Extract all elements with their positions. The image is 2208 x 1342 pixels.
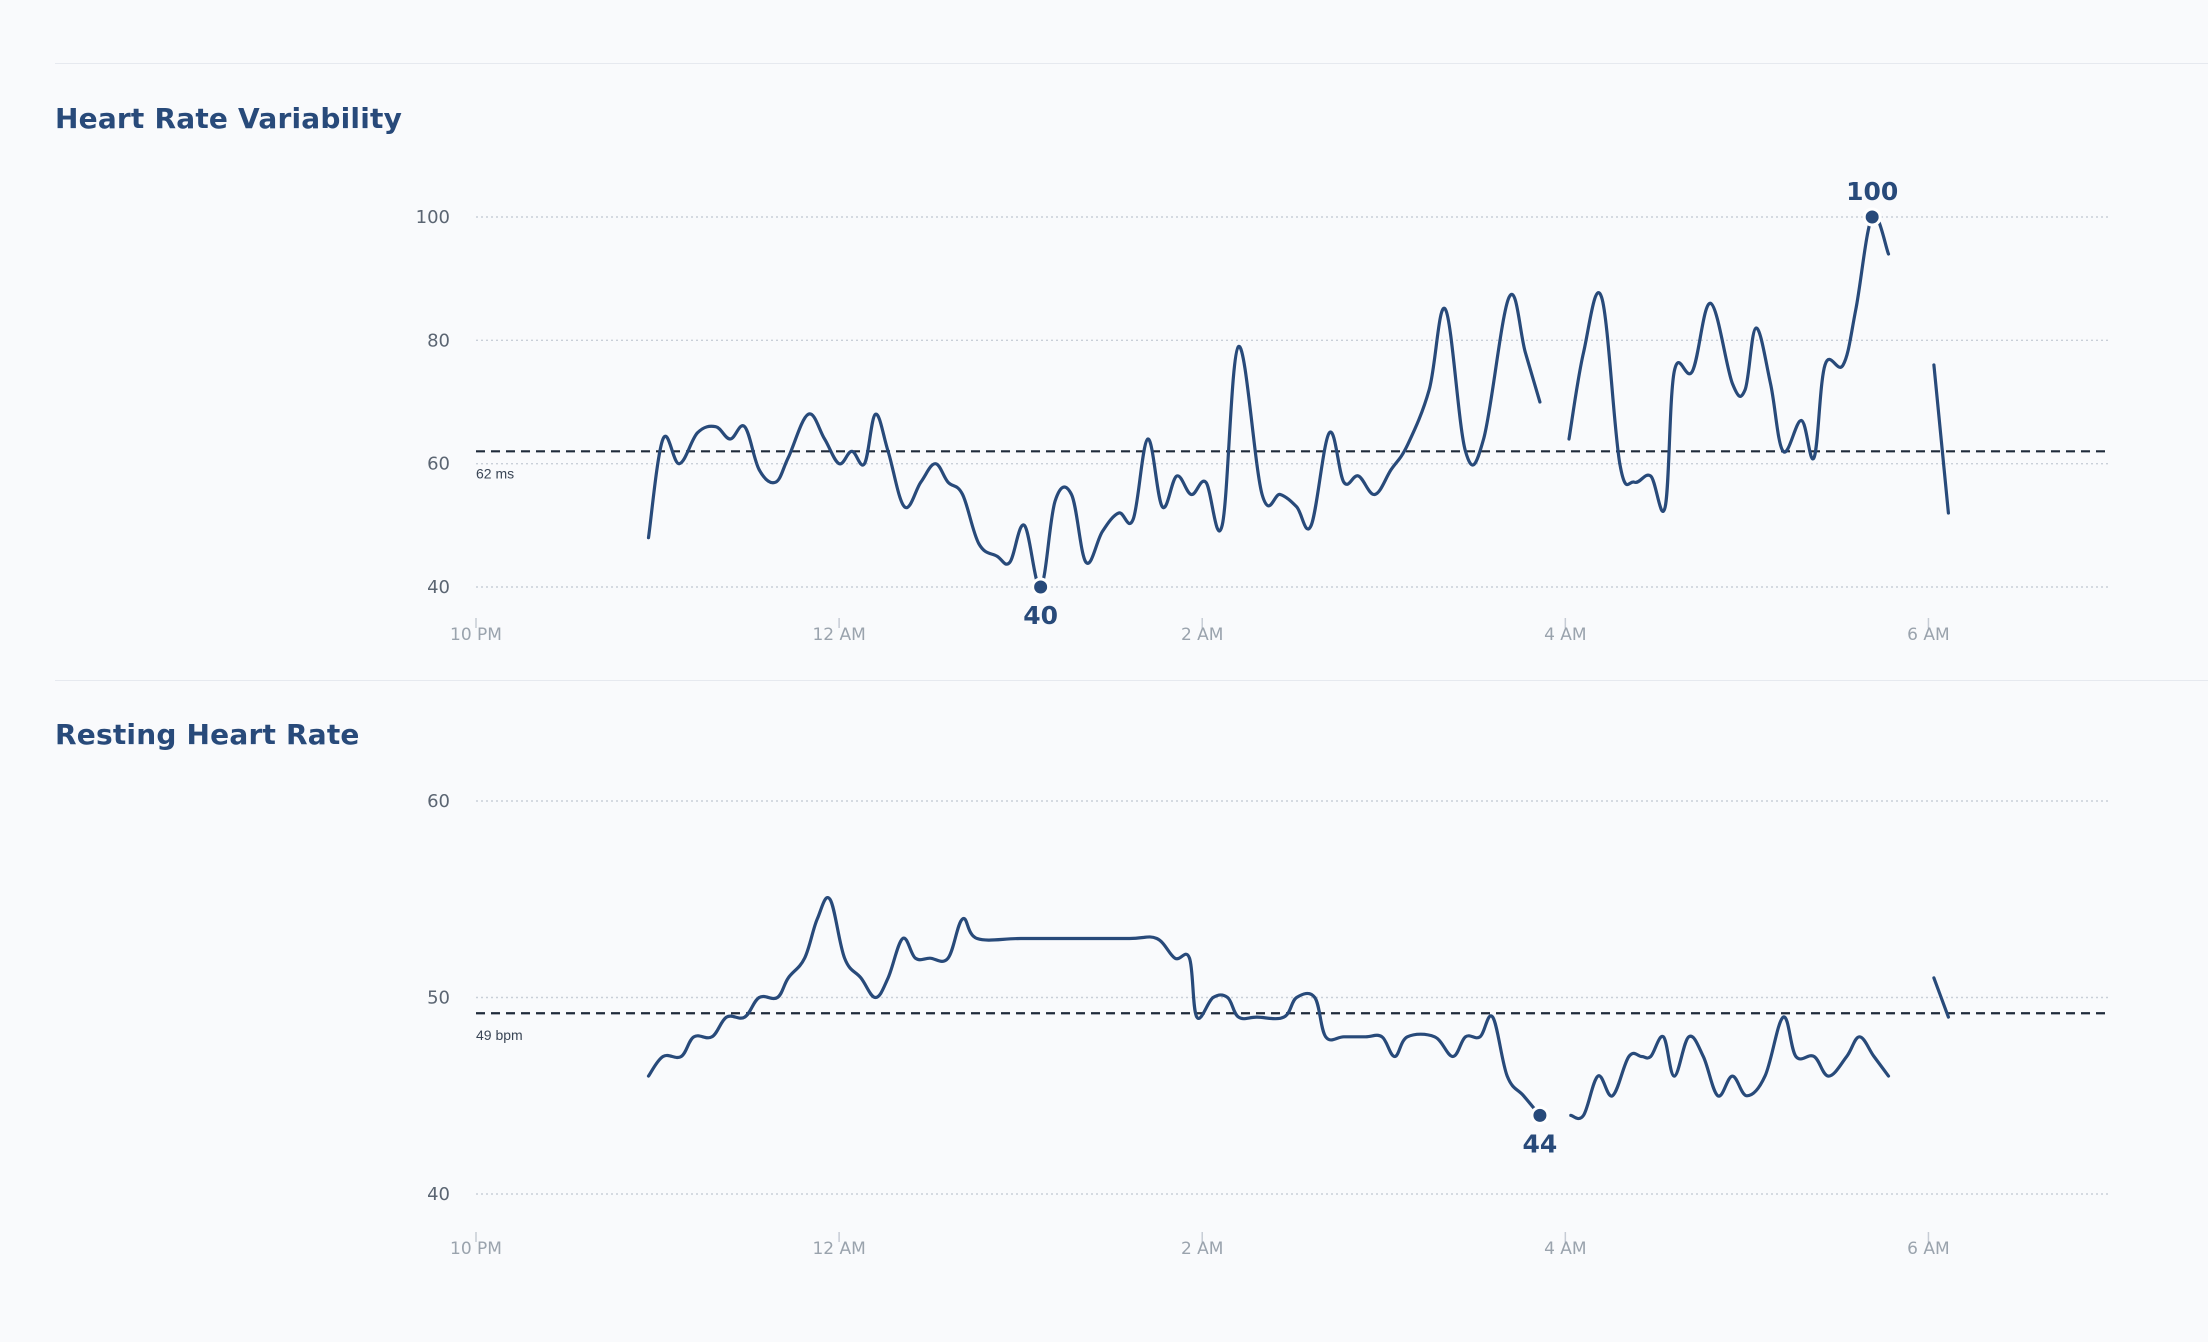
- top-divider: [55, 63, 2208, 64]
- hrv-ytick-label: 80: [427, 330, 450, 351]
- hrv-xtick-label: 12 AM: [812, 625, 865, 645]
- hrv-marker-point: [1862, 207, 1882, 227]
- hrv-series-line: [1932, 363, 1950, 515]
- rhr-marker-label: 44: [1523, 1129, 1558, 1158]
- rhr-xtick-label: 4 AM: [1544, 1239, 1587, 1259]
- rhr-ytick-label: 60: [427, 791, 450, 812]
- hrv-xtick-label: 4 AM: [1544, 625, 1587, 645]
- hrv-xtick-label: 6 AM: [1907, 625, 1950, 645]
- hrv-ytick-label: 60: [427, 454, 450, 475]
- hrv-ytick-label: 40: [427, 577, 450, 598]
- hrv-xtick-label: 10 PM: [450, 625, 502, 645]
- rhr-series-line: [646, 896, 1542, 1117]
- hrv-section-title: Heart Rate Variability: [55, 102, 403, 135]
- hrv-average-label: 62 ms: [476, 465, 514, 481]
- rhr-xtick-label: 6 AM: [1907, 1239, 1950, 1259]
- hrv-series-line: [646, 292, 1542, 589]
- rhr-ytick-label: 40: [427, 1184, 450, 1205]
- rhr-xtick-label: 2 AM: [1181, 1239, 1224, 1259]
- rhr-average-label: 49 bpm: [476, 1027, 523, 1043]
- hrv-marker-label: 40: [1023, 601, 1058, 630]
- middle-divider: [55, 680, 2208, 681]
- hrv-ytick-label: 100: [416, 207, 450, 228]
- rhr-section-title: Resting Heart Rate: [55, 718, 360, 751]
- rhr-series-line: [1569, 1015, 1891, 1121]
- rhr-series-line: [1932, 976, 1950, 1019]
- hrv-xtick-label: 2 AM: [1181, 625, 1224, 645]
- hrv-series-line: [1567, 213, 1891, 513]
- rhr-marker-point: [1530, 1105, 1550, 1125]
- rhr-chart: 40 50 60 49 bpm 10 PM 12 AM 2 AM 4 AM 6 AM 44: [427, 791, 2110, 1259]
- hrv-chart: 40 60 80 100 62 ms 10 PM 12 AM 2 AM 4 AM 6 AM 40 10…: [416, 177, 2110, 645]
- rhr-xtick-label: 10 PM: [450, 1239, 502, 1259]
- rhr-ytick-label: 50: [427, 988, 450, 1009]
- hrv-marker-label: 100: [1846, 177, 1898, 206]
- rhr-xtick-label: 12 AM: [812, 1239, 865, 1259]
- hrv-marker-point: [1031, 577, 1051, 597]
